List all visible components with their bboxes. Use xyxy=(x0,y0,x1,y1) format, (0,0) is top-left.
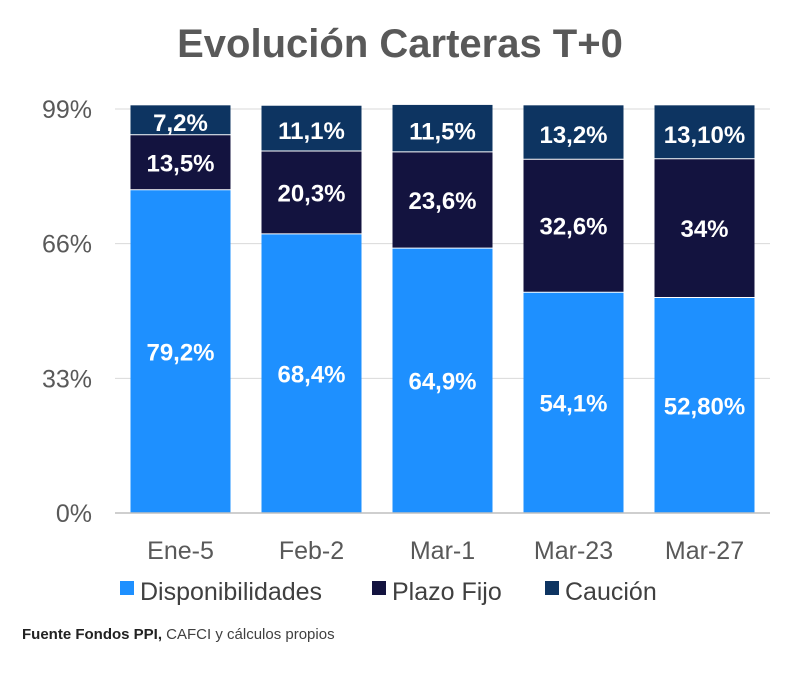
bar-segment-disponibilidades xyxy=(523,292,624,513)
legend-label: Caución xyxy=(565,578,657,606)
data-label: 23,6% xyxy=(408,188,476,215)
legend-label: Plazo Fijo xyxy=(392,578,502,606)
bar-segment-disponibilidades xyxy=(130,189,231,514)
data-label: 11,1% xyxy=(278,118,345,145)
data-label: 13,5% xyxy=(146,150,214,177)
chart-title: Evolución Carteras T+0 xyxy=(177,22,623,66)
y-tick-label: 66% xyxy=(42,231,92,259)
y-tick-label: 33% xyxy=(42,365,92,393)
source-bold: Fuente Fondos PPI, xyxy=(22,626,163,643)
bar-segment-caucion xyxy=(654,105,755,159)
data-label: 32,6% xyxy=(539,214,607,241)
bar-segment-caucion xyxy=(523,105,624,160)
bar-segment-disponibilidades xyxy=(654,297,755,513)
data-label: 68,4% xyxy=(277,361,345,388)
bar-segment-plazo-fijo xyxy=(130,134,231,190)
data-label: 52,80% xyxy=(664,393,745,420)
bar-segment-plazo-fijo xyxy=(261,151,362,234)
source-rest: CAFCI y cálculos propios xyxy=(162,626,335,643)
y-tick-label: 99% xyxy=(42,96,92,124)
data-label: 54,1% xyxy=(539,391,607,418)
data-label: 20,3% xyxy=(277,180,345,207)
x-tick-label: Mar-1 xyxy=(410,537,475,565)
legend-swatch xyxy=(372,581,386,595)
bar-segment-disponibilidades xyxy=(261,233,362,513)
bar-segment-plazo-fijo xyxy=(392,151,493,249)
data-label: 11,5% xyxy=(409,118,476,145)
bar-segment-plazo-fijo xyxy=(654,158,755,298)
bars: 79,2% 13,5% 7,2% 68,4% 20,3% 11,1% 64,9% 23,6% 1… xyxy=(130,104,755,514)
legend-swatch xyxy=(120,581,134,595)
x-axis: Ene-5 Feb-2 Mar-1 Mar-23 Mar-27 xyxy=(115,512,770,565)
data-label: 7,2% xyxy=(153,110,208,137)
source-note: Fuente Fondos PPI, CAFCI y cálculos prop… xyxy=(22,626,335,643)
x-tick-label: Mar-27 xyxy=(665,537,744,565)
bar-segment-caucion xyxy=(261,105,362,152)
x-tick-label: Ene-5 xyxy=(147,537,214,565)
data-label: 64,9% xyxy=(408,369,476,396)
bar-segment-caucion xyxy=(130,105,231,135)
data-label: 13,2% xyxy=(539,122,607,149)
bar-segment-caucion xyxy=(392,104,493,152)
data-label: 34% xyxy=(680,216,728,243)
legend-swatch xyxy=(545,581,559,595)
x-tick-label: Feb-2 xyxy=(279,537,344,565)
y-axis: 0% 33% 66% 99% xyxy=(42,96,92,528)
x-tick-label: Mar-23 xyxy=(534,537,613,565)
bar-segment-plazo-fijo xyxy=(523,159,624,293)
data-label: 13,10% xyxy=(664,122,745,149)
stacked-bar-chart: 0% 33% 66% 99% 79,2% 13,5% 7,2% 68,4% 20,3% 11,1… xyxy=(42,96,770,606)
y-tick-label: 0% xyxy=(56,500,92,528)
bar-segment-disponibilidades xyxy=(392,248,493,513)
legend: Disponibilidades Plazo Fijo Caución xyxy=(120,578,657,606)
legend-label: Disponibilidades xyxy=(140,578,322,606)
data-label: 79,2% xyxy=(146,339,214,366)
